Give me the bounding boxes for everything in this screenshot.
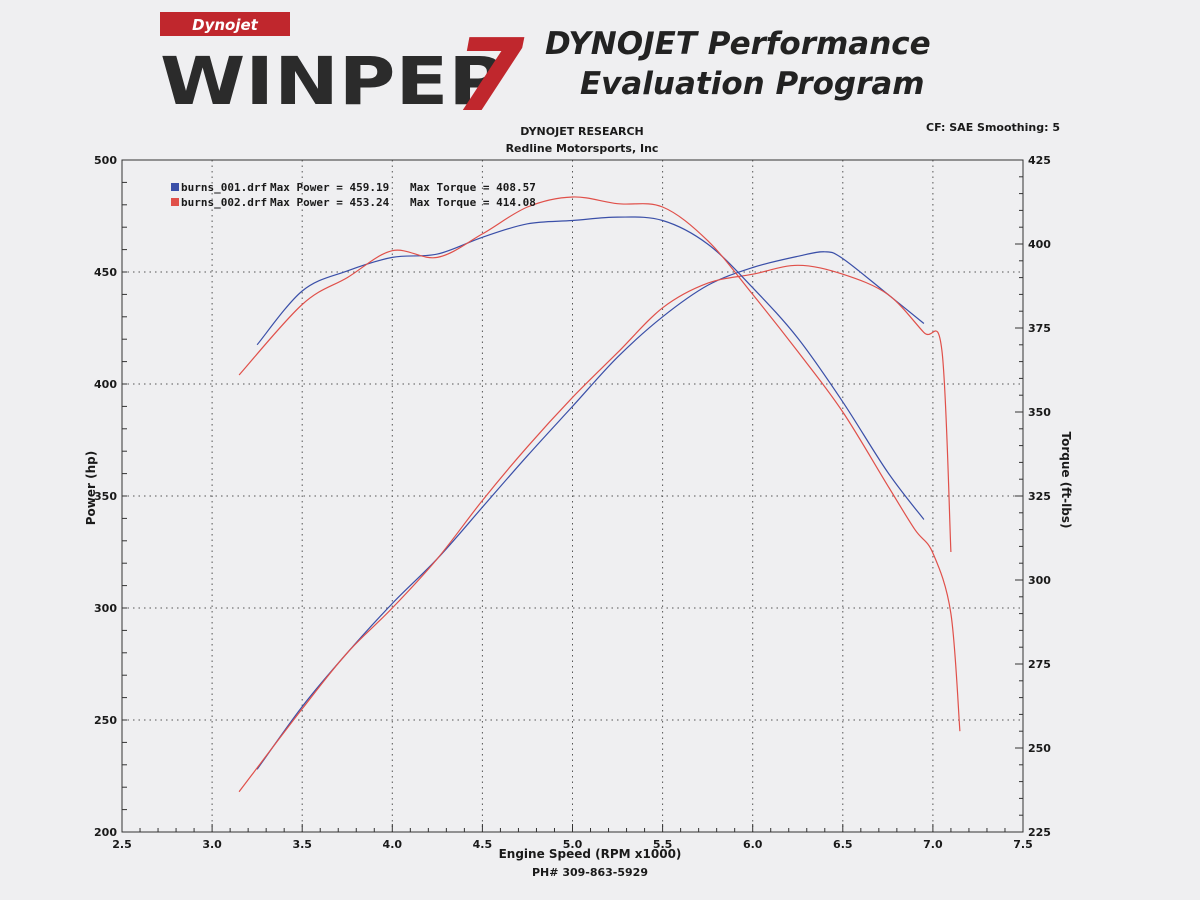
y-tick-label: 250 xyxy=(94,714,117,727)
x-tick-label: 5.5 xyxy=(653,838,673,851)
logo-brand: Dynojet xyxy=(192,16,259,34)
program-title-line1: DYNOJET Performance xyxy=(545,26,931,62)
shop-name: Redline Motorsports, Inc xyxy=(506,142,659,155)
legend-power-2: Max Power = 453.24 xyxy=(270,196,390,209)
y2-tick-label: 425 xyxy=(1028,154,1051,167)
phone-number: PH# 309-863-5929 xyxy=(532,866,648,879)
series-line-torque-run2 xyxy=(238,196,961,732)
y2-tick-label: 275 xyxy=(1028,658,1051,671)
logo-brand-banner xyxy=(160,12,290,36)
y-tick-label: 500 xyxy=(94,154,117,167)
legend-torque-1: Max Torque = 408.57 xyxy=(410,181,536,194)
y-axis-title: Power (hp) xyxy=(84,451,98,525)
y-tick-label: 200 xyxy=(94,826,117,839)
program-title-line2: Evaluation Program xyxy=(580,66,925,102)
y2-tick-label: 250 xyxy=(1028,742,1051,755)
company-name: DYNOJET RESEARCH xyxy=(520,125,643,138)
y-tick-label: 350 xyxy=(94,490,117,503)
x-tick-label: 3.5 xyxy=(292,838,312,851)
y2-axis-title: Torque (ft-lbs) xyxy=(1059,432,1073,529)
x-tick-label: 4.0 xyxy=(383,838,403,851)
legend-file-2: burns_002.drf xyxy=(181,196,267,209)
x-tick-label: 3.0 xyxy=(202,838,222,851)
y2-tick-label: 375 xyxy=(1028,322,1051,335)
y2-tick-label: 400 xyxy=(1028,238,1051,251)
x-axis-title: Engine Speed (RPM x1000) xyxy=(499,847,682,861)
x-tick-label: 6.0 xyxy=(743,838,763,851)
y-tick-label: 400 xyxy=(94,378,117,391)
legend-power-1: Max Power = 459.19 xyxy=(270,181,389,194)
legend-swatch-2 xyxy=(171,198,179,206)
winpep-logo: Dynojet WINPEP 7 xyxy=(160,12,525,134)
grid-layer xyxy=(122,160,1023,832)
legend-file-1: burns_001.drf xyxy=(181,181,267,194)
series-line-power-run1 xyxy=(256,251,925,770)
x-tick-label: 6.5 xyxy=(833,838,853,851)
legend: burns_001.drf Max Power = 459.19 Max Tor… xyxy=(171,181,536,209)
x-tick-label: 2.5 xyxy=(112,838,132,851)
x-tick-label: 4.5 xyxy=(473,838,493,851)
legend-swatch-1 xyxy=(171,183,179,191)
x-tick-label: 7.5 xyxy=(1013,838,1033,851)
y2-tick-label: 300 xyxy=(1028,574,1051,587)
y2-tick-label: 225 xyxy=(1028,826,1051,839)
y-tick-label: 450 xyxy=(94,266,117,279)
x-tick-label: 5.0 xyxy=(563,838,583,851)
logo-version: 7 xyxy=(455,17,525,134)
logo-main: WINPEP xyxy=(160,43,505,120)
axes-layer: 2.5 3.0 3.5 4.0 4.5 5.0 5.5 6.0 6.5 7.0 7.5 200 250 3… xyxy=(94,154,1051,851)
y-tick-label: 300 xyxy=(94,602,117,615)
series-line-power-run2 xyxy=(238,264,952,793)
legend-torque-2: Max Torque = 414.08 xyxy=(410,196,536,209)
y2-tick-label: 350 xyxy=(1028,406,1051,419)
settings-label: CF: SAE Smoothing: 5 xyxy=(926,121,1060,134)
series-layer xyxy=(238,196,961,793)
y2-tick-label: 325 xyxy=(1028,490,1051,503)
x-tick-label: 7.0 xyxy=(923,838,943,851)
